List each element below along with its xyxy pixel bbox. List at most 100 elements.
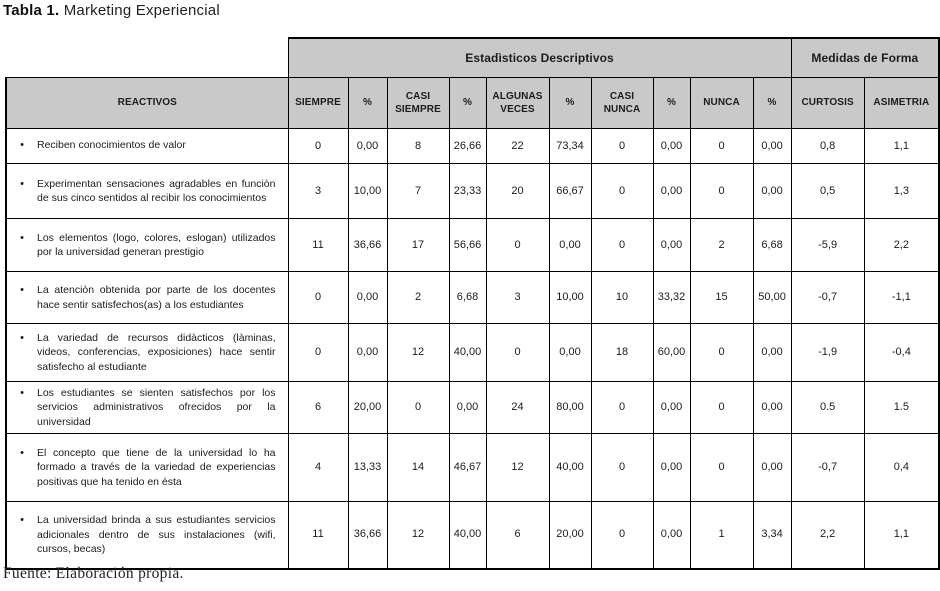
value-cell: 0 bbox=[590, 381, 654, 434]
source-label: Fuente: bbox=[3, 565, 52, 582]
table-title-number: Tabla 1. bbox=[3, 2, 60, 19]
value-cell: 0,00 bbox=[752, 323, 792, 382]
value-cell: 40,00 bbox=[548, 433, 592, 502]
value-cell: 0 bbox=[689, 433, 754, 502]
value-cell: 0,00 bbox=[548, 323, 592, 382]
value-cell: 0 bbox=[287, 271, 349, 324]
value-cell: 0 bbox=[386, 381, 450, 434]
reactivo-text: La universidad brinda a sus estudiantes … bbox=[37, 514, 276, 555]
value-cell: 0,8 bbox=[790, 128, 865, 164]
col-header-pct-4: % bbox=[652, 77, 691, 129]
bullet-icon: • bbox=[20, 387, 24, 400]
value-cell: 0,4 bbox=[863, 433, 940, 502]
value-cell: 1 bbox=[689, 501, 754, 570]
value-cell: 2,2 bbox=[790, 501, 865, 570]
value-cell: 0,00 bbox=[652, 128, 691, 164]
column-header-row: REACTIVOS SIEMPRE % CASI SIEMPRE % ALGUN… bbox=[5, 77, 940, 129]
value-cell: 0 bbox=[689, 128, 754, 164]
bullet-icon: • bbox=[20, 231, 24, 244]
value-cell: 12 bbox=[386, 501, 450, 570]
table-row: • El concepto que tiene de la universidad… bbox=[5, 433, 940, 502]
value-cell: 0,00 bbox=[652, 218, 691, 272]
value-cell: 1,3 bbox=[863, 163, 940, 219]
value-cell: 0 bbox=[689, 381, 754, 434]
value-cell: 13,33 bbox=[347, 433, 388, 502]
col-header-algunas-veces: ALGUNAS VECES bbox=[485, 77, 550, 129]
reactivo-cell: • Reciben conocimientos de valor bbox=[5, 128, 289, 164]
reactivo-cell: • La atenciòn obtenida por parte de los d… bbox=[5, 271, 289, 324]
bullet-icon: • bbox=[20, 514, 24, 527]
value-cell: 73,34 bbox=[548, 128, 592, 164]
reactivo-cell: • La variedad de recursos didàcticos (làm… bbox=[5, 323, 289, 382]
value-cell: -0,7 bbox=[790, 271, 865, 324]
value-cell: 0 bbox=[287, 323, 349, 382]
value-cell: 36,66 bbox=[347, 501, 388, 570]
value-cell: 6,68 bbox=[448, 271, 487, 324]
value-cell: 3,34 bbox=[752, 501, 792, 570]
table-title: Tabla 1. Marketing Experiencial bbox=[3, 2, 220, 19]
table-source: Fuente: Elaboración propia. bbox=[3, 565, 184, 583]
value-cell: 0,00 bbox=[347, 271, 388, 324]
value-cell: 36,66 bbox=[347, 218, 388, 272]
value-cell: 0 bbox=[590, 501, 654, 570]
table-row: • La variedad de recursos didàcticos (làm… bbox=[5, 323, 940, 382]
value-cell: 0 bbox=[590, 128, 654, 164]
value-cell: 0 bbox=[689, 323, 754, 382]
value-cell: 0,00 bbox=[652, 433, 691, 502]
table-body: • Reciben conocimientos de valor 0 0,00 8 26,… bbox=[5, 128, 940, 570]
value-cell: 11 bbox=[287, 501, 349, 570]
col-header-pct-5: % bbox=[752, 77, 792, 129]
col-header-asimetria: ASIMETRIA bbox=[863, 77, 940, 129]
value-cell: 10,00 bbox=[548, 271, 592, 324]
reactivo-text: La variedad de recursos didàcticos (làmi… bbox=[37, 332, 276, 373]
reactivo-cell: • La universidad brinda a sus estudiantes… bbox=[5, 501, 289, 570]
table-row: • Los elementos (logo, colores, eslogan) … bbox=[5, 218, 940, 272]
value-cell: 46,67 bbox=[448, 433, 487, 502]
value-cell: 22 bbox=[485, 128, 550, 164]
value-cell: 3 bbox=[287, 163, 349, 219]
bullet-icon: • bbox=[20, 447, 24, 460]
value-cell: -0,7 bbox=[790, 433, 865, 502]
value-cell: 24 bbox=[485, 381, 550, 434]
value-cell: 0 bbox=[287, 128, 349, 164]
value-cell: 0,00 bbox=[752, 128, 792, 164]
value-cell: 0,00 bbox=[752, 163, 792, 219]
value-cell: 8 bbox=[386, 128, 450, 164]
value-cell: 26,66 bbox=[448, 128, 487, 164]
value-cell: 2 bbox=[386, 271, 450, 324]
value-cell: 0,00 bbox=[347, 128, 388, 164]
value-cell: 0.5 bbox=[790, 381, 865, 434]
value-cell: 56,66 bbox=[448, 218, 487, 272]
col-header-nunca: NUNCA bbox=[689, 77, 754, 129]
marketing-experiencial-table: Estadìsticos Descriptivos Medidas de For… bbox=[5, 37, 940, 570]
value-cell: 0,00 bbox=[448, 381, 487, 434]
reactivo-cell: • Los elementos (logo, colores, eslogan) … bbox=[5, 218, 289, 272]
col-header-pct-2: % bbox=[448, 77, 487, 129]
reactivo-cell: • El concepto que tiene de la universidad… bbox=[5, 433, 289, 502]
value-cell: 7 bbox=[386, 163, 450, 219]
reactivo-text: Experimentan sensaciones agradables en f… bbox=[37, 177, 276, 204]
group-header-descriptives: Estadìsticos Descriptivos bbox=[287, 37, 792, 78]
value-cell: 66,67 bbox=[548, 163, 592, 219]
value-cell: 40,00 bbox=[448, 323, 487, 382]
bullet-icon: • bbox=[20, 332, 24, 345]
reactivo-text: Los estudiantes se sienten satisfechos p… bbox=[37, 387, 276, 428]
value-cell: -5,9 bbox=[790, 218, 865, 272]
table-row: • La universidad brinda a sus estudiantes… bbox=[5, 501, 940, 570]
value-cell: 50,00 bbox=[752, 271, 792, 324]
table-title-text: Marketing Experiencial bbox=[59, 2, 220, 19]
table-row: • Los estudiantes se sienten satisfechos … bbox=[5, 381, 940, 434]
value-cell: 2 bbox=[689, 218, 754, 272]
value-cell: 10 bbox=[590, 271, 654, 324]
value-cell: 0,00 bbox=[752, 381, 792, 434]
col-header-pct-3: % bbox=[548, 77, 592, 129]
value-cell: 0 bbox=[590, 218, 654, 272]
value-cell: 0,5 bbox=[790, 163, 865, 219]
value-cell: 11 bbox=[287, 218, 349, 272]
table-row: • La atenciòn obtenida por parte de los d… bbox=[5, 271, 940, 324]
reactivo-cell: • Experimentan sensaciones agradables en … bbox=[5, 163, 289, 219]
value-cell: 80,00 bbox=[548, 381, 592, 434]
value-cell: 12 bbox=[485, 433, 550, 502]
value-cell: -1,9 bbox=[790, 323, 865, 382]
value-cell: 0,00 bbox=[652, 381, 691, 434]
